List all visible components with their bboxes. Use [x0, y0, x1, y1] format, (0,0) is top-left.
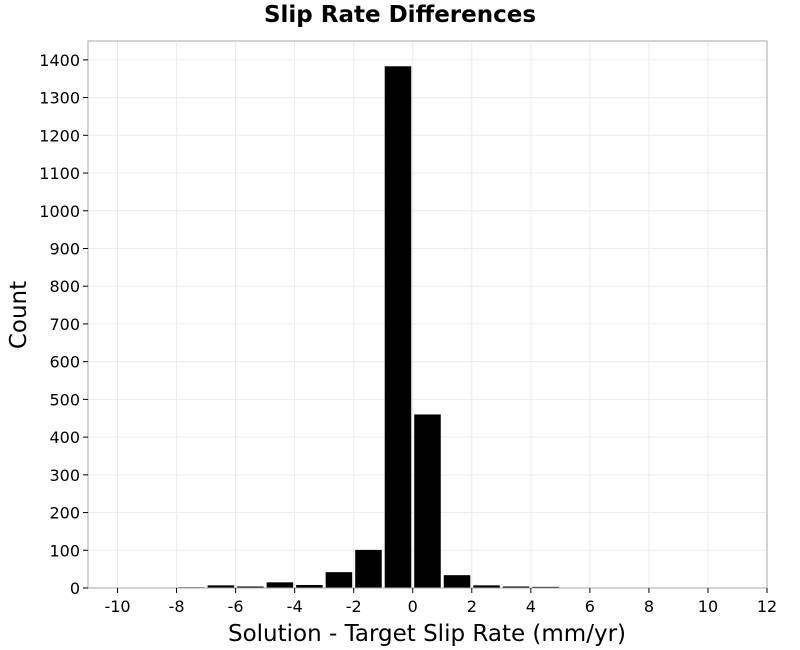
y-tick-label: 1300 — [39, 89, 80, 108]
y-tick-label: 500 — [49, 390, 80, 409]
histogram-bar — [296, 584, 323, 588]
bars — [178, 66, 618, 589]
histogram-bar — [266, 582, 294, 588]
y-tick-label: 200 — [49, 504, 80, 523]
y-axis-ticks: 0 100 200 300 400 500 600 700 800 900 1000 1100 1200… — [39, 51, 88, 598]
y-tick-label: 700 — [49, 315, 80, 334]
x-tick-label: -10 — [104, 597, 130, 616]
histogram-bar — [502, 586, 530, 588]
histogram-bar — [384, 66, 412, 589]
x-tick-label: -4 — [287, 597, 303, 616]
x-axis-ticks: -10 -8 -6 -4 -2 0 2 4 6 8 10 12 — [104, 588, 777, 616]
x-tick-label: 2 — [467, 597, 477, 616]
y-tick-label: 600 — [49, 353, 80, 372]
histogram-bar — [532, 586, 559, 588]
x-tick-label: 8 — [644, 597, 654, 616]
x-tick-label: -6 — [228, 597, 244, 616]
y-tick-label: 1200 — [39, 126, 80, 145]
y-tick-label: 1000 — [39, 202, 80, 221]
y-tick-label: 0 — [70, 579, 80, 598]
y-tick-label: 100 — [49, 541, 80, 560]
y-tick-label: 1100 — [39, 164, 80, 183]
y-tick-label: 1400 — [39, 51, 80, 70]
x-axis-label: Solution - Target Slip Rate (mm/yr) — [228, 621, 626, 647]
x-tick-label: 0 — [408, 597, 418, 616]
histogram-bar — [207, 585, 235, 588]
x-tick-label: -8 — [169, 597, 185, 616]
histogram-bar — [443, 575, 471, 588]
y-tick-label: 300 — [49, 466, 80, 485]
y-tick-label: 400 — [49, 428, 80, 447]
histogram-bar — [473, 585, 500, 588]
histogram-bar — [414, 414, 441, 588]
y-tick-label: 900 — [49, 239, 80, 258]
y-axis-label: Count — [6, 281, 32, 349]
chart-title: Slip Rate Differences — [263, 2, 537, 28]
plot-area-frame — [87, 40, 768, 589]
histogram-bar — [325, 572, 353, 588]
histogram-bar — [237, 586, 264, 588]
x-tick-label: 6 — [585, 597, 595, 616]
y-tick-label: 800 — [49, 277, 80, 296]
x-tick-label: 4 — [526, 597, 536, 616]
x-tick-label: 12 — [757, 597, 777, 616]
histogram-bar — [355, 549, 382, 588]
x-tick-label: 10 — [698, 597, 718, 616]
x-tick-label: -2 — [346, 597, 362, 616]
